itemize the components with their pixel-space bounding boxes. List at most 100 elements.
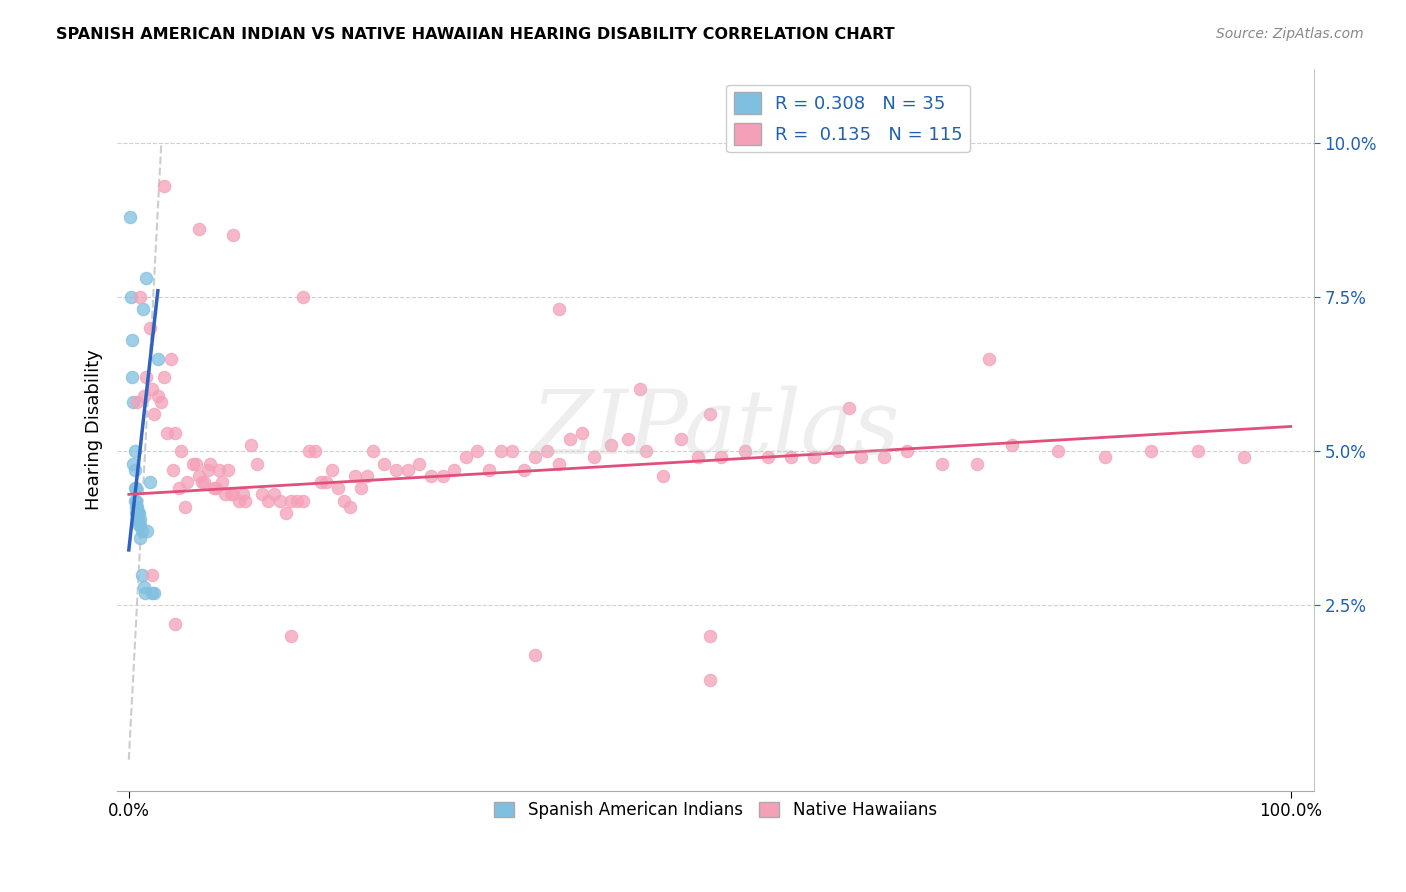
Point (222, 487, 245, 501)
Point (187, 468, 209, 483)
Point (1233, 450, 1256, 465)
Point (547, 457, 569, 471)
Point (124, 493, 146, 508)
Point (141, 586, 163, 600)
Point (252, 487, 274, 501)
Point (1001, 438, 1024, 452)
Text: SPANISH AMERICAN INDIAN VS NATIVE HAWAIIAN HEARING DISABILITY CORRELATION CHART: SPANISH AMERICAN INDIAN VS NATIVE HAWAII… (56, 27, 894, 42)
Point (339, 500, 361, 514)
Point (125, 500, 148, 514)
Point (211, 475, 233, 489)
Point (128, 506, 150, 520)
Point (129, 518, 152, 533)
Point (122, 394, 145, 409)
Point (156, 425, 179, 440)
Point (193, 475, 215, 489)
Point (263, 487, 285, 501)
Point (233, 493, 256, 508)
Point (803, 450, 825, 465)
Point (162, 463, 184, 477)
Point (896, 444, 918, 458)
Point (966, 457, 988, 471)
Point (361, 444, 384, 458)
Point (326, 481, 349, 495)
Point (181, 457, 204, 471)
Point (150, 394, 173, 409)
Point (205, 481, 228, 495)
Point (217, 463, 239, 477)
Point (146, 389, 169, 403)
Point (132, 302, 155, 317)
Point (373, 457, 395, 471)
Point (582, 450, 605, 465)
Point (239, 438, 262, 452)
Point (136, 524, 159, 539)
Point (121, 333, 143, 347)
Point (134, 586, 156, 600)
Point (408, 457, 430, 471)
Point (292, 493, 315, 508)
Point (513, 463, 536, 477)
Point (141, 383, 163, 397)
Point (688, 450, 710, 465)
Point (138, 320, 160, 334)
Point (173, 500, 195, 514)
Point (298, 444, 321, 458)
Point (356, 468, 378, 483)
Point (628, 383, 651, 397)
Text: ZIPatlas: ZIPatlas (531, 386, 900, 473)
Point (269, 493, 291, 508)
Point (634, 444, 657, 458)
Point (124, 444, 146, 458)
Point (547, 302, 569, 317)
Point (125, 506, 148, 520)
Point (152, 178, 174, 193)
Point (849, 450, 872, 465)
Point (118, 210, 141, 224)
Point (419, 468, 441, 483)
Point (191, 475, 214, 489)
Point (125, 481, 148, 495)
Point (699, 629, 721, 643)
Point (344, 468, 367, 483)
Point (257, 493, 280, 508)
Point (165, 617, 187, 632)
Point (873, 450, 896, 465)
Point (396, 463, 419, 477)
Point (125, 493, 148, 508)
Point (699, 407, 721, 421)
Point (187, 222, 209, 236)
Point (124, 463, 146, 477)
Point (315, 475, 337, 489)
Point (280, 493, 302, 508)
Text: Source: ZipAtlas.com: Source: ZipAtlas.com (1216, 27, 1364, 41)
Point (135, 271, 157, 285)
Point (1140, 444, 1163, 458)
Point (454, 450, 477, 465)
Point (202, 481, 225, 495)
Point (121, 370, 143, 384)
Point (931, 457, 953, 471)
Point (146, 351, 169, 366)
Point (669, 432, 692, 446)
Point (734, 444, 756, 458)
Point (304, 444, 326, 458)
Point (125, 512, 148, 526)
Y-axis label: Hearing Disability: Hearing Disability (86, 349, 103, 510)
Point (222, 228, 245, 243)
Point (165, 425, 187, 440)
Point (350, 481, 373, 495)
Point (443, 463, 465, 477)
Point (131, 567, 153, 582)
Point (159, 351, 181, 366)
Point (274, 506, 297, 520)
Point (489, 444, 512, 458)
Point (699, 673, 721, 687)
Point (560, 432, 582, 446)
Point (524, 648, 547, 662)
Point (228, 493, 250, 508)
Point (501, 444, 523, 458)
Point (232, 487, 254, 501)
Point (756, 450, 779, 465)
Point (152, 370, 174, 384)
